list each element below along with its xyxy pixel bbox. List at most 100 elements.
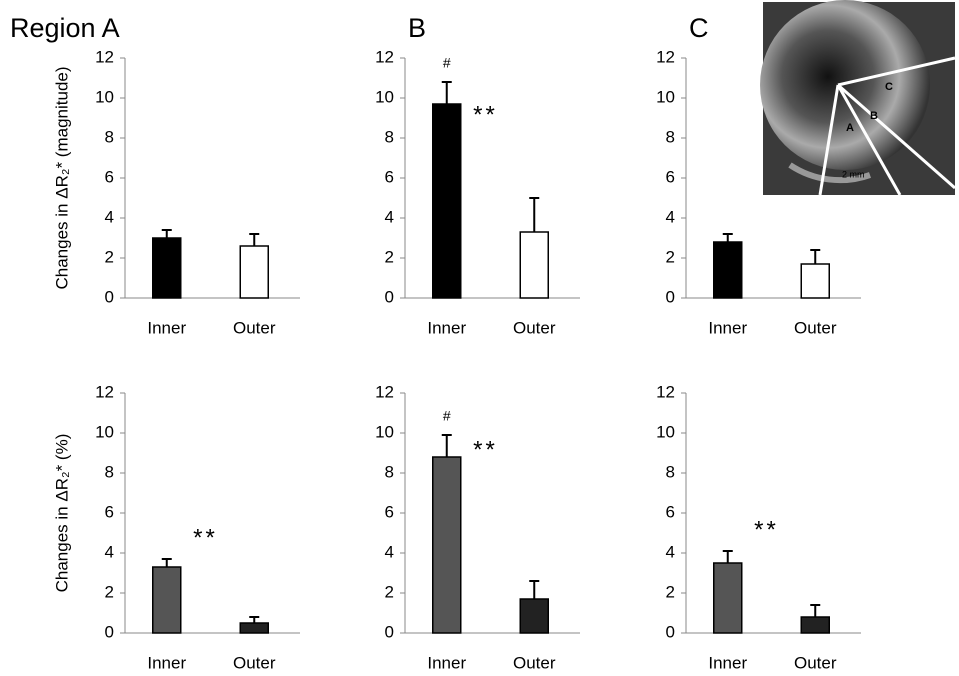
y-tick-label: 2 [385, 247, 394, 266]
y-tick-label: 10 [656, 422, 675, 441]
y-tick-label: 4 [385, 207, 394, 226]
bar [714, 242, 742, 298]
y-tick-label: 0 [105, 287, 114, 306]
panel-title: C [689, 13, 709, 43]
x-tick-label: Inner [147, 653, 186, 671]
error-bar [529, 581, 539, 599]
y-tick-label: 4 [666, 207, 675, 226]
bar [433, 104, 461, 298]
error-bar [810, 250, 820, 264]
y-tick-label: 0 [105, 622, 114, 641]
y-tick-label: 8 [666, 127, 675, 146]
y-tick-label: 8 [105, 462, 114, 481]
panel: Changes in ΔR₂* (%) 0 2 4 6 8 10 12 Inner Outer ** [52, 382, 300, 671]
page: {"chart_data": [ {"type": "bar", "title"… [0, 0, 959, 676]
significance-mark: # [443, 408, 451, 424]
error-bar [249, 234, 259, 246]
error-bar [162, 559, 172, 567]
y-tick-label: 8 [105, 127, 114, 146]
x-tick-label: Inner [708, 653, 747, 671]
x-tick-label: Inner [427, 318, 466, 337]
y-tick-label: 4 [666, 542, 675, 561]
error-bar [442, 82, 452, 104]
x-tick-label: Inner [427, 653, 466, 671]
y-tick-label: 8 [666, 462, 675, 481]
y-tick-label: 12 [95, 47, 114, 66]
y-tick-label: 8 [385, 127, 394, 146]
bar [240, 623, 268, 633]
x-tick-label: Outer [794, 318, 837, 337]
y-tick-label: 0 [385, 622, 394, 641]
error-bar [442, 435, 452, 457]
y-tick-label: 10 [375, 422, 394, 441]
error-bar [723, 551, 733, 563]
panel-title: Region A [10, 13, 120, 43]
y-tick-label: 6 [105, 167, 114, 186]
bar [520, 599, 548, 633]
y-axis-label: Changes in ΔR₂* (magnitude) [52, 66, 71, 289]
bar [153, 238, 181, 298]
panel: 0 2 4 6 8 10 12 Inner Outer # ** [375, 382, 580, 671]
panel: 0 2 4 6 8 10 12 Inner Outer ** [656, 382, 861, 671]
y-tick-label: 12 [656, 47, 675, 66]
y-tick-label: 2 [666, 247, 675, 266]
x-tick-label: Outer [513, 318, 556, 337]
inset-label: B [870, 110, 878, 122]
bar [240, 246, 268, 298]
y-tick-label: 6 [385, 502, 394, 521]
y-tick-label: 2 [666, 582, 675, 601]
bar [520, 232, 548, 298]
y-tick-label: 6 [666, 502, 675, 521]
y-tick-label: 6 [666, 167, 675, 186]
y-tick-label: 0 [666, 287, 675, 306]
significance-mark: # [443, 55, 451, 71]
panel-title: B [408, 13, 426, 43]
y-tick-label: 8 [385, 462, 394, 481]
panel: Region A Changes in ΔR₂* (magnitude) 0 2 4 6 8… [10, 13, 300, 337]
error-bar [810, 605, 820, 617]
bar [714, 563, 742, 633]
inset-label: A [846, 122, 854, 134]
error-bar [162, 230, 172, 238]
y-tick-label: 4 [105, 207, 114, 226]
y-tick-label: 4 [105, 542, 114, 561]
y-tick-label: 6 [385, 167, 394, 186]
y-tick-label: 0 [666, 622, 675, 641]
y-tick-label: 10 [95, 422, 114, 441]
y-tick-label: 6 [105, 502, 114, 521]
x-tick-label: Outer [233, 653, 276, 671]
y-tick-label: 10 [95, 87, 114, 106]
bar [801, 264, 829, 298]
x-tick-label: Outer [794, 653, 837, 671]
y-tick-label: 10 [656, 87, 675, 106]
significance-mark: ** [193, 524, 218, 551]
x-tick-label: Inner [147, 318, 186, 337]
x-tick-label: Inner [708, 318, 747, 337]
error-bar [723, 234, 733, 242]
figure: A B C 2 mm Region A Changes in ΔR₂* (magn… [0, 0, 959, 671]
x-tick-label: Outer [513, 653, 556, 671]
y-tick-label: 2 [385, 582, 394, 601]
error-bar [249, 617, 259, 623]
y-tick-label: 2 [105, 247, 114, 266]
inset-scale: 2 mm [842, 169, 865, 179]
bar [433, 457, 461, 633]
significance-mark: ** [473, 436, 498, 463]
inset-label: C [885, 81, 893, 93]
y-tick-label: 2 [105, 582, 114, 601]
bar [153, 567, 181, 633]
significance-mark: ** [754, 516, 779, 543]
y-tick-label: 10 [375, 87, 394, 106]
y-tick-label: 12 [375, 382, 394, 401]
significance-mark: ** [473, 101, 498, 128]
y-tick-label: 12 [95, 382, 114, 401]
x-tick-label: Outer [233, 318, 276, 337]
bar [801, 617, 829, 633]
y-tick-label: 12 [656, 382, 675, 401]
error-bar [529, 198, 539, 232]
y-tick-label: 4 [385, 542, 394, 561]
mri-inset: A B C 2 mm [760, 0, 955, 195]
y-axis-label: Changes in ΔR₂* (%) [52, 434, 71, 593]
y-tick-label: 12 [375, 47, 394, 66]
